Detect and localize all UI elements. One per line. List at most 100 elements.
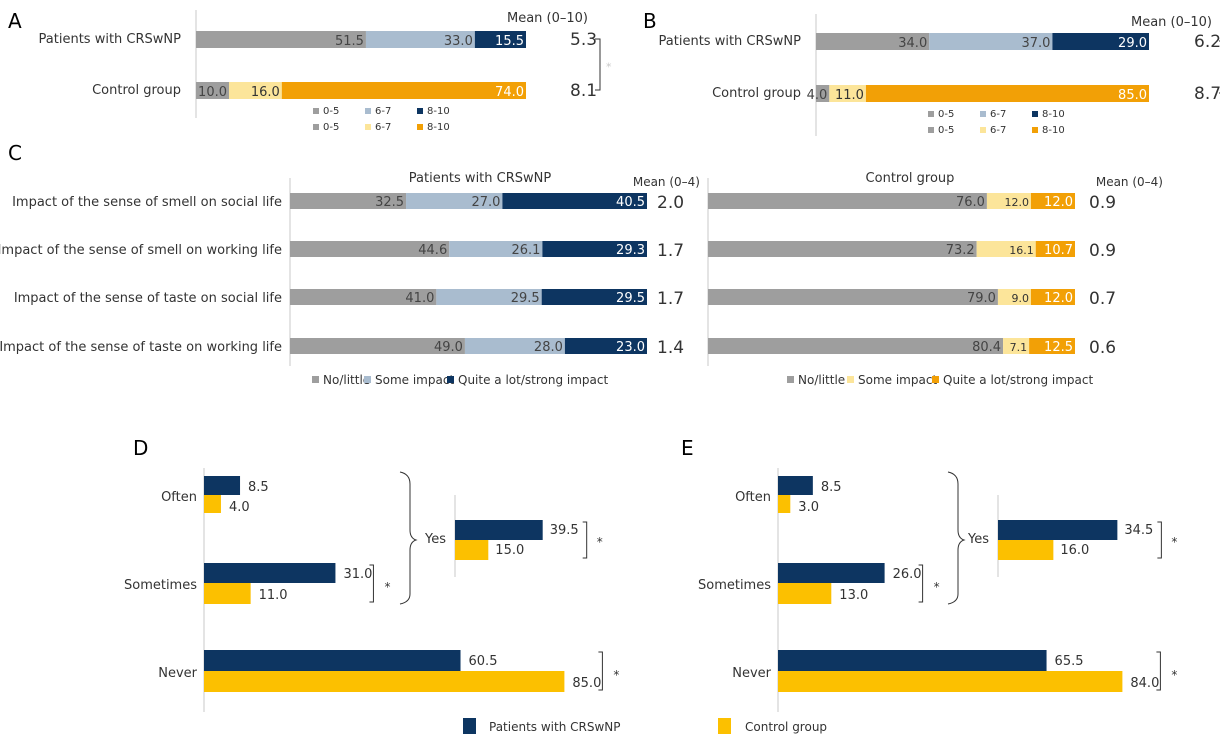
panel-e-bracket-2 [1156, 651, 1161, 691]
legend-patients-label: Patients with CRSwNP [489, 720, 620, 734]
panel-a-row0-bar-seg-0 [196, 31, 366, 48]
panel-a-legend-label-0-2: 8-10 [427, 106, 450, 117]
panel-d-label-patients-0: 8.5 [248, 480, 269, 495]
panel-a-row1-bar-label-0: 10.0 [198, 85, 227, 100]
panel-c-group1-title: Control group [866, 171, 955, 186]
panel-c-category-3: Impact of the sense of taste on working … [0, 340, 282, 355]
panel-d-category-0: Often [161, 490, 197, 505]
panel-d-inset-label-control: 15.0 [495, 543, 524, 558]
panel-b-row0-bar-label-2: 29.0 [1118, 36, 1147, 51]
panel-c-group1-row2-bar-seg-0 [708, 289, 998, 305]
panel-c-group1-legend-swatch-0 [787, 376, 794, 383]
panel-b-mean-header: Mean (0–10) [1131, 15, 1212, 30]
panel-c-group0-mean-0: 2.0 [657, 193, 684, 213]
panel-c-group0-legend-label-1: Some impact [375, 373, 454, 387]
panel-c-group0-row2-bar-seg-1 [436, 289, 542, 305]
panel-b-row0-bar-label-0: 34.0 [898, 36, 927, 51]
panel-d-bracket-2 [598, 651, 603, 691]
panel-b-letter: B [643, 9, 657, 33]
panel-e-label-patients-2: 65.5 [1055, 654, 1084, 669]
panel-e-category-0: Often [735, 490, 771, 505]
panel-a-legend-label-0-1: 6-7 [375, 106, 391, 117]
panel-d-significance-2: * [613, 668, 619, 682]
panel-b-legend-swatch-0-1 [980, 111, 986, 117]
panel-a-row0-bar-seg-2 [474, 31, 526, 48]
panel-c-group0-row3-bar-seg-0 [290, 338, 465, 354]
panel-c-group0-row1-bar-label-0: 44.6 [418, 243, 447, 258]
panel-c-group1-row1-bar-label-0: 73.2 [946, 243, 975, 258]
panel-a-legend-label-0-0: 0-5 [323, 106, 339, 117]
legend-control-label: Control group [745, 720, 827, 734]
panel-c-group1-row1-bar-seg-0 [708, 241, 977, 257]
panel-d-label-control-0: 4.0 [229, 500, 250, 515]
panel-c-group0-row3-bar-seg-1 [464, 338, 565, 354]
panel-b-legend-swatch-1-0 [928, 127, 934, 133]
panel-c-group1-row1-bar-label-1: 16.1 [1009, 244, 1034, 257]
panel-c-group0-row1-bar-label-2: 29.3 [616, 243, 645, 258]
panel-e-label-control-1: 13.0 [839, 588, 868, 603]
panel-a-legend-swatch-1-1 [365, 124, 371, 130]
panel-a-row0-bar-label-2: 15.5 [495, 34, 524, 49]
panel-d-letter: D [133, 436, 148, 460]
panel-a-row1-bar-label-2: 74.0 [495, 85, 524, 100]
panel-e-bar-control-1 [778, 583, 832, 604]
panel-e-bar-control-2 [778, 671, 1123, 692]
panel-c-group1-row3-bar-seg-0 [708, 338, 1004, 354]
panel-c-group0-row0-bar-label-2: 40.5 [616, 195, 645, 210]
panel-c-group0-mean-2: 1.7 [657, 289, 684, 309]
panel-b-legend-label-1-2: 8-10 [1042, 125, 1065, 136]
panel-c-group1-row2-bar-label-0: 79.0 [967, 291, 996, 306]
panel-a-letter: A [8, 9, 22, 33]
panel-b-legend-label-0-0: 0-5 [938, 109, 954, 120]
panel-c-group0-row3-bar-seg-2 [564, 338, 647, 354]
panel-e-label-control-2: 84.0 [1130, 676, 1159, 691]
panel-a-category-0: Patients with CRSwNP [39, 32, 182, 47]
panel-d-label-control-1: 11.0 [259, 588, 288, 603]
panel-a-legend-label-1-2: 8-10 [427, 122, 450, 133]
panel-a-row1-bar-seg-1 [229, 82, 282, 99]
panel-c-group0-title: Patients with CRSwNP [409, 171, 552, 186]
panel-c-group1-row1-bar-seg-2 [1035, 241, 1075, 257]
panel-b-row1-bar-label-0: 4.0 [807, 88, 828, 103]
panel-e-inset-bar-patients [998, 520, 1118, 540]
panel-c-category-2: Impact of the sense of taste on social l… [14, 291, 282, 306]
panel-a-significance: * [606, 61, 612, 74]
panel-d-label-patients-1: 31.0 [343, 567, 372, 582]
panel-c-group0-row0-bar-label-1: 27.0 [471, 195, 500, 210]
panel-c-group1-row3-bar-label-0: 80.4 [972, 340, 1001, 355]
panel-d-category-2: Never [158, 666, 197, 681]
panel-c-category-1: Impact of the sense of smell on working … [0, 243, 282, 258]
panel-a-mean-0: 5.3 [570, 30, 597, 50]
panel-c-group1-mean-header: Mean (0–4) [1096, 175, 1163, 189]
panel-c-group0-row0-bar-seg-0 [290, 193, 407, 209]
panel-b-row0-bar-label-1: 37.0 [1021, 36, 1050, 51]
panel-a-row0-bar-seg-1 [365, 31, 475, 48]
panel-c-group1-row3-bar-seg-2 [1029, 338, 1075, 354]
panel-c-group1-row3-bar-label-2: 12.5 [1044, 340, 1073, 355]
panel-c-group1-row0-bar-seg-1 [986, 193, 1031, 209]
panel-a-row0-bar-label-0: 51.5 [335, 34, 364, 49]
panel-b-row1-bar-seg-0 [816, 85, 830, 102]
panel-c-group1-row1-bar-seg-1 [976, 241, 1036, 257]
panel-c-group0-row3-bar-label-2: 23.0 [616, 340, 645, 355]
panel-e-inset-bar-control [998, 540, 1054, 560]
panel-c-group0-mean-header: Mean (0–4) [633, 175, 700, 189]
panel-c-group1-mean-2: 0.7 [1089, 289, 1116, 309]
panel-c-group1-row3-bar-label-1: 7.1 [1010, 341, 1028, 354]
panel-c-group1-legend-label-1: Some impact [858, 373, 937, 387]
panel-e-category-1: Sometimes [698, 578, 771, 593]
panel-e-label-control-0: 3.0 [798, 500, 819, 515]
panel-b-legend-swatch-1-2 [1032, 127, 1038, 133]
panel-d-bar-control-1 [204, 583, 251, 604]
panel-b-mean-1: 8.7 [1194, 84, 1220, 104]
panel-b-row1-bar-seg-1 [829, 85, 866, 102]
panel-a-bracket [595, 38, 601, 91]
panel-e-label-patients-1: 26.0 [893, 567, 922, 582]
panel-c-group1-legend-swatch-1 [847, 376, 854, 383]
panel-a-row1-bar-seg-0 [196, 82, 229, 99]
panel-c-group0-row1-bar-seg-1 [449, 241, 543, 257]
panel-b-legend-label-0-2: 8-10 [1042, 109, 1065, 120]
panel-d-yes-brace [399, 471, 418, 605]
panel-b-row0-bar-seg-0 [816, 33, 930, 50]
panel-d-inset-bar-control [455, 540, 489, 560]
